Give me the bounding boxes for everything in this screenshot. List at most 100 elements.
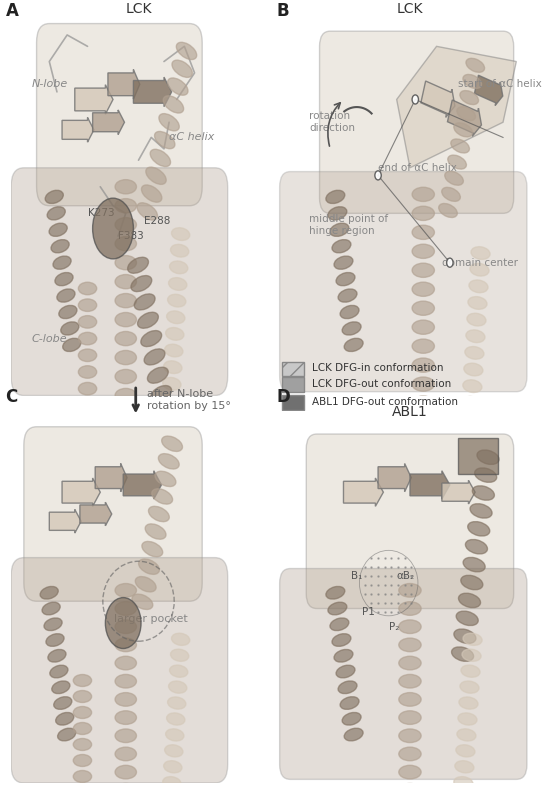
FancyBboxPatch shape bbox=[37, 23, 202, 206]
Text: middle point of
hinge region: middle point of hinge region bbox=[309, 214, 388, 236]
FancyArrow shape bbox=[134, 77, 172, 107]
Ellipse shape bbox=[455, 761, 474, 773]
Ellipse shape bbox=[172, 228, 190, 240]
Ellipse shape bbox=[115, 256, 136, 270]
Ellipse shape bbox=[399, 674, 421, 688]
Ellipse shape bbox=[137, 312, 158, 328]
Ellipse shape bbox=[63, 338, 81, 352]
Ellipse shape bbox=[167, 713, 185, 725]
Ellipse shape bbox=[461, 575, 483, 590]
Ellipse shape bbox=[141, 331, 162, 347]
Ellipse shape bbox=[115, 765, 136, 779]
Ellipse shape bbox=[332, 240, 351, 252]
Ellipse shape bbox=[73, 690, 91, 702]
Ellipse shape bbox=[399, 711, 421, 725]
Ellipse shape bbox=[412, 244, 434, 258]
Ellipse shape bbox=[471, 247, 490, 260]
Ellipse shape bbox=[462, 396, 481, 409]
Ellipse shape bbox=[171, 649, 189, 662]
Ellipse shape bbox=[399, 656, 421, 670]
Text: domain center: domain center bbox=[442, 257, 518, 268]
Ellipse shape bbox=[155, 471, 176, 487]
Ellipse shape bbox=[73, 786, 91, 798]
Ellipse shape bbox=[468, 522, 490, 536]
Ellipse shape bbox=[115, 351, 136, 364]
Ellipse shape bbox=[477, 450, 499, 464]
Ellipse shape bbox=[42, 602, 60, 615]
Ellipse shape bbox=[51, 240, 69, 252]
Ellipse shape bbox=[473, 486, 494, 500]
Ellipse shape bbox=[58, 728, 76, 741]
Ellipse shape bbox=[45, 190, 63, 204]
Ellipse shape bbox=[78, 316, 97, 328]
Ellipse shape bbox=[49, 223, 67, 237]
Ellipse shape bbox=[168, 277, 187, 290]
Bar bbox=[283, 362, 304, 376]
Title: LCK: LCK bbox=[397, 2, 423, 16]
Ellipse shape bbox=[151, 386, 172, 402]
Ellipse shape bbox=[78, 383, 97, 395]
Ellipse shape bbox=[412, 358, 434, 372]
Ellipse shape bbox=[40, 586, 58, 599]
FancyArrow shape bbox=[80, 503, 112, 526]
Ellipse shape bbox=[399, 583, 421, 597]
Ellipse shape bbox=[142, 542, 163, 557]
Ellipse shape bbox=[73, 674, 91, 686]
Ellipse shape bbox=[412, 396, 434, 410]
Ellipse shape bbox=[399, 693, 421, 706]
Ellipse shape bbox=[146, 167, 166, 185]
Ellipse shape bbox=[412, 187, 434, 201]
FancyBboxPatch shape bbox=[24, 427, 202, 601]
Ellipse shape bbox=[47, 207, 65, 220]
Bar bbox=[283, 377, 304, 392]
Ellipse shape bbox=[115, 217, 136, 232]
Ellipse shape bbox=[134, 294, 155, 310]
Ellipse shape bbox=[468, 296, 487, 309]
Ellipse shape bbox=[334, 650, 353, 662]
FancyArrow shape bbox=[62, 117, 94, 142]
Ellipse shape bbox=[456, 611, 478, 626]
Ellipse shape bbox=[115, 199, 136, 213]
Ellipse shape bbox=[445, 171, 463, 185]
Ellipse shape bbox=[170, 261, 188, 274]
Ellipse shape bbox=[154, 403, 175, 420]
Ellipse shape bbox=[412, 282, 434, 296]
Circle shape bbox=[105, 598, 141, 649]
Text: after N-lobe
rotation by 15°: after N-lobe rotation by 15° bbox=[147, 389, 230, 411]
Ellipse shape bbox=[115, 729, 136, 742]
Text: P1: P1 bbox=[362, 607, 375, 617]
Title: ABL1: ABL1 bbox=[392, 405, 428, 419]
Ellipse shape bbox=[163, 96, 183, 113]
Bar bbox=[283, 396, 304, 410]
FancyBboxPatch shape bbox=[280, 569, 527, 779]
Ellipse shape bbox=[138, 559, 160, 574]
Ellipse shape bbox=[466, 330, 485, 343]
Text: K273: K273 bbox=[88, 209, 114, 218]
Text: D: D bbox=[277, 388, 291, 406]
Bar bbox=[458, 438, 497, 474]
Ellipse shape bbox=[412, 225, 434, 240]
Ellipse shape bbox=[115, 332, 136, 346]
FancyArrow shape bbox=[442, 480, 475, 504]
Text: B: B bbox=[277, 2, 290, 20]
Ellipse shape bbox=[78, 349, 97, 361]
FancyArrow shape bbox=[448, 100, 481, 137]
Ellipse shape bbox=[73, 706, 91, 718]
Ellipse shape bbox=[115, 747, 136, 761]
Ellipse shape bbox=[330, 618, 349, 630]
Ellipse shape bbox=[462, 649, 481, 662]
FancyArrow shape bbox=[474, 75, 503, 105]
Ellipse shape bbox=[152, 489, 173, 504]
Ellipse shape bbox=[115, 293, 136, 308]
Ellipse shape bbox=[115, 656, 136, 670]
Text: A: A bbox=[6, 2, 18, 20]
Ellipse shape bbox=[338, 289, 357, 302]
Ellipse shape bbox=[336, 272, 355, 286]
Ellipse shape bbox=[157, 422, 178, 438]
FancyBboxPatch shape bbox=[11, 558, 228, 783]
Ellipse shape bbox=[460, 681, 479, 694]
Ellipse shape bbox=[115, 180, 136, 194]
Ellipse shape bbox=[459, 697, 478, 710]
Ellipse shape bbox=[55, 713, 74, 725]
Ellipse shape bbox=[163, 377, 181, 390]
